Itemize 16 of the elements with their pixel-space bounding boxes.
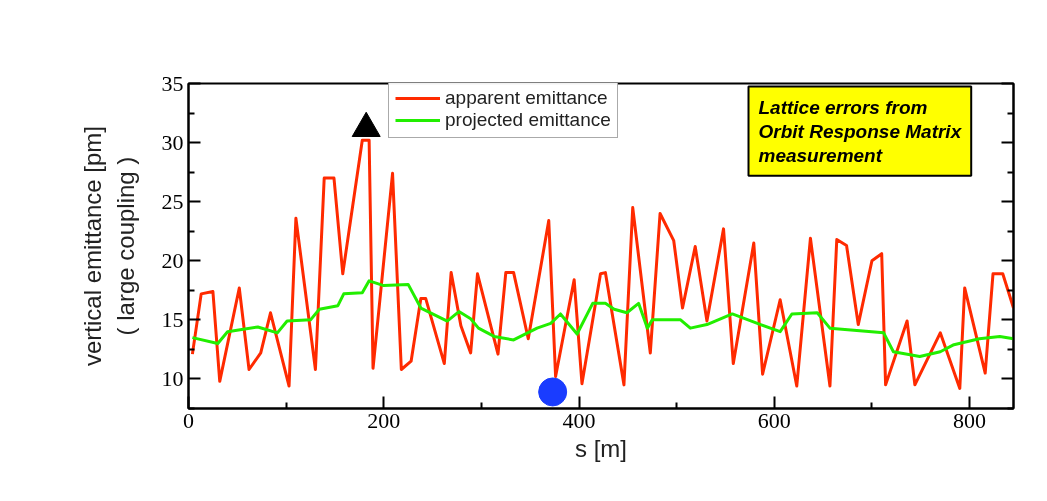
y-tick-label: 35 — [161, 70, 184, 96]
legend-label: apparent emittance — [445, 87, 608, 109]
x-axis-title: s [m] — [575, 434, 627, 462]
annotation: Lattice errors from Orbit Response Matrix measurement — [758, 96, 963, 166]
x-tick-label: 0 — [183, 407, 194, 433]
x-tick-label: 600 — [757, 407, 791, 433]
y-tick-label: 25 — [161, 188, 184, 214]
y-tick-label: 20 — [161, 247, 184, 273]
x-tick-label: 200 — [367, 407, 401, 433]
x-tick-label: 800 — [953, 407, 987, 433]
x-tick-label: 400 — [562, 407, 596, 433]
y-tick-label: 30 — [161, 129, 184, 155]
y-tick-label: 15 — [161, 306, 184, 332]
y-tick-label: 10 — [161, 365, 184, 391]
legend-label: projected emittance — [445, 109, 611, 131]
y-axis-title: vertical emittance [pm] ( large coupling ) — [79, 125, 139, 367]
